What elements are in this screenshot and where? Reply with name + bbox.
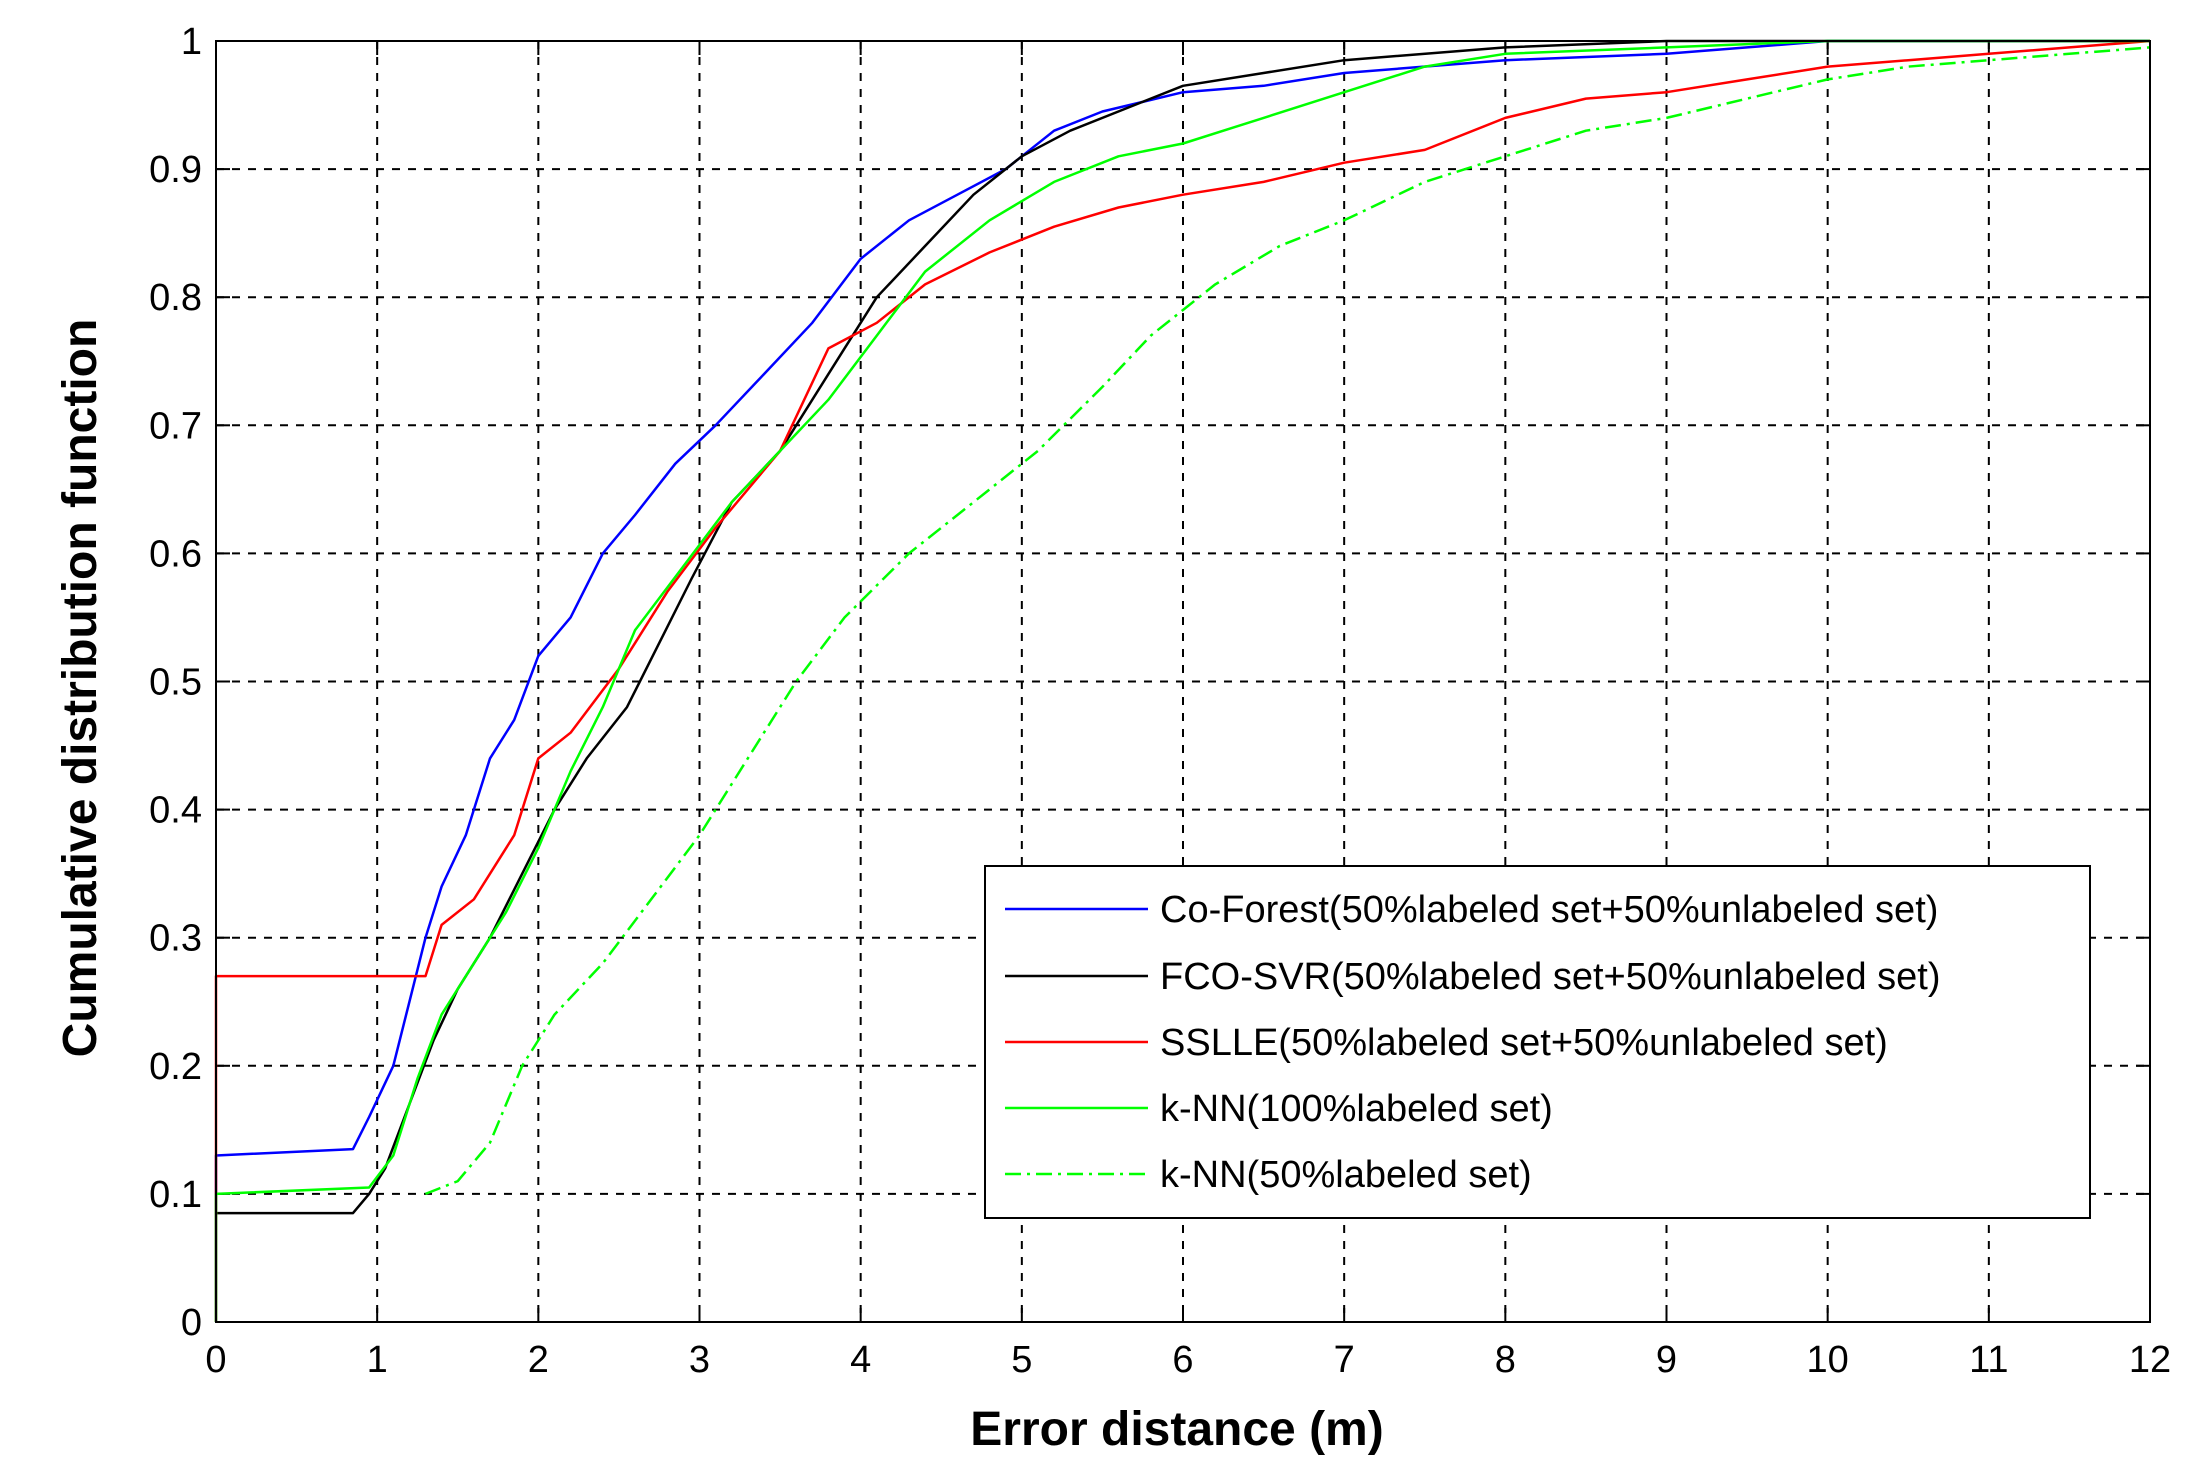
x-axis-title: Error distance (m) [970,1403,1383,1456]
series-line-3 [214,39,2151,1322]
y-tick-label: 0.9 [149,149,202,191]
grid-lines [216,41,2150,1322]
y-tick-label: 0.6 [149,533,202,575]
y-tick-label: 0 [181,1302,202,1344]
x-tick-label: 10 [1807,1339,1849,1381]
series-lines [214,39,2151,1322]
legend-label-2: FCO-SVR(50%labeled set+50%unlabeled set) [1160,956,1940,998]
x-tick-label: 11 [1969,1339,2008,1381]
series-line-4 [214,39,2150,1322]
y-tick-label: 0.1 [149,1174,202,1216]
plot-frame [215,40,2151,1323]
x-tick-label: 7 [1334,1339,1355,1381]
legend-label-4: k-NN(100%labeled set) [1160,1088,1553,1130]
x-tick-label: 12 [2129,1339,2171,1381]
y-tick-label: 0.4 [149,790,202,832]
legend-label-3: SSLLE(50%labeled set+50%unlabeled set) [1160,1022,1888,1064]
y-tick-label: 0.3 [149,918,202,960]
x-tick-label: 0 [205,1339,226,1381]
y-tick-label: 0.2 [149,1046,202,1088]
x-tick-label: 9 [1656,1339,1677,1381]
x-tick-label: 5 [1011,1339,1032,1381]
y-tick-label: 0.7 [149,405,202,447]
legend: Co-Forest(50%labeled set+50%unlabeled se… [984,865,2091,1219]
x-tick-label: 6 [1172,1339,1193,1381]
series-line-1 [214,39,2150,1322]
legend-label-5: k-NN(50%labeled set) [1160,1154,1532,1196]
legend-box [984,865,2091,1219]
x-tick-label: 3 [689,1339,710,1381]
series-line-5 [425,46,2151,1196]
tick-labels: 0 1 2 3 4 5 6 7 8 9 10 11 1200.10.20.30.40.50.60.70.… [149,21,2171,1381]
x-tick-label: 1 [367,1339,388,1381]
y-tick-label: 0.5 [149,662,202,704]
x-tick-label: 8 [1495,1339,1516,1381]
x-tick-label: 4 [850,1339,871,1381]
y-tick-label: 1 [181,21,202,63]
y-tick-label: 0.8 [149,277,202,319]
x-tick-label: 2 [528,1339,549,1381]
legend-label-1: Co-Forest(50%labeled set+50%unlabeled se… [1160,889,1938,931]
y-axis-title: Cumulative distribution function [54,319,107,1058]
